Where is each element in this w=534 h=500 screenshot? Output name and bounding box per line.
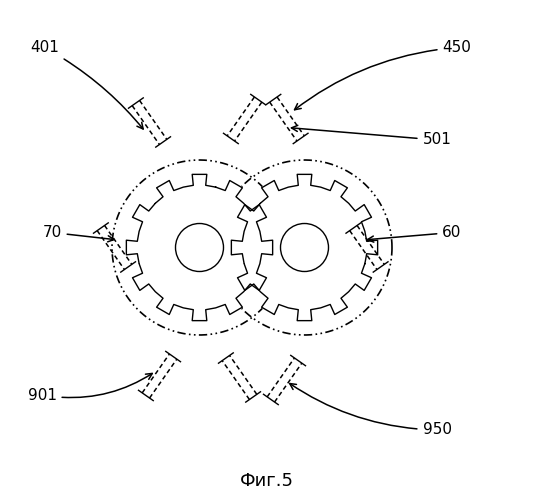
Polygon shape bbox=[127, 174, 273, 320]
Text: 70: 70 bbox=[42, 225, 114, 242]
Polygon shape bbox=[231, 174, 378, 320]
Circle shape bbox=[176, 224, 224, 272]
Text: 501: 501 bbox=[292, 126, 451, 148]
Text: 450: 450 bbox=[295, 40, 472, 110]
Text: 60: 60 bbox=[367, 225, 462, 242]
Text: 950: 950 bbox=[290, 384, 452, 438]
Text: Фиг.5: Фиг.5 bbox=[240, 472, 294, 490]
Text: 401: 401 bbox=[30, 40, 143, 129]
Circle shape bbox=[280, 224, 328, 272]
Text: 901: 901 bbox=[27, 374, 152, 402]
